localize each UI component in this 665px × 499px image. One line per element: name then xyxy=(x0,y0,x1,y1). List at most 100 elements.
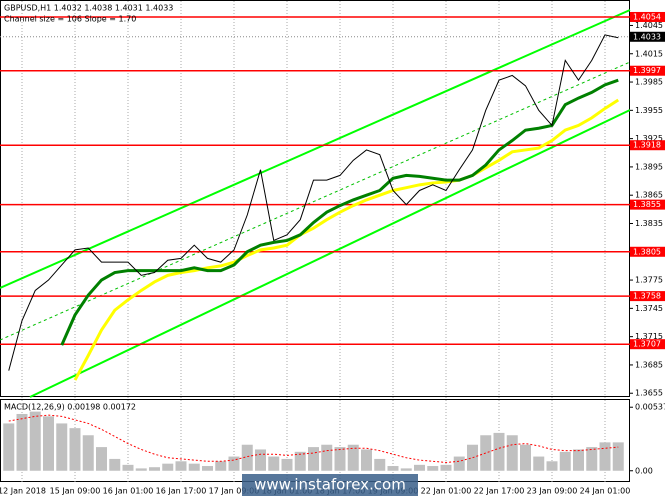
series-line xyxy=(8,34,619,371)
price-label: 1.4033 xyxy=(633,32,661,41)
x-tick-label: 17 Jan 09:00 xyxy=(209,487,260,496)
level-label: 1.3758 xyxy=(633,292,661,301)
price-panel xyxy=(0,0,630,397)
macd-bar xyxy=(202,466,213,471)
macd-bar xyxy=(400,468,412,471)
macd-bar xyxy=(520,444,531,471)
macd-bar xyxy=(69,428,81,471)
macd-bar xyxy=(533,456,545,471)
level-label-box xyxy=(630,339,665,350)
macd-signal xyxy=(8,414,619,463)
level-label: 1.3918 xyxy=(633,141,661,150)
channel-middle xyxy=(0,61,631,341)
macd-bar xyxy=(347,444,359,471)
macd-bar xyxy=(162,463,174,471)
macd-bar xyxy=(467,444,478,471)
x-tick-label: 24 Jan 01:00 xyxy=(580,487,631,496)
macd-bar xyxy=(321,444,333,471)
level-label: 1.3997 xyxy=(633,66,661,75)
macd-bar xyxy=(135,468,147,471)
series-line xyxy=(60,78,619,346)
level-label: 1.3805 xyxy=(633,247,661,256)
macd-bar xyxy=(228,456,240,471)
x-tick-label: 15 Jan 09:00 xyxy=(50,487,101,496)
macd-bar xyxy=(3,423,15,471)
macd-bar xyxy=(268,456,280,471)
macd-bar xyxy=(493,432,505,471)
y-tick-label: 1.3745 xyxy=(635,304,663,313)
level-label-box xyxy=(630,246,665,257)
macd-bar xyxy=(387,466,399,471)
x-tick-label: 23 Jan 09:00 xyxy=(527,487,578,496)
y-tick-label: 1.3685 xyxy=(635,360,663,369)
level-label-box xyxy=(630,291,665,302)
y-tick-label: 1.4045 xyxy=(635,21,663,30)
level-label: 1.3855 xyxy=(633,200,661,209)
macd-bar xyxy=(586,447,598,471)
x-tick-label: 22 Jan 17:00 xyxy=(474,487,525,496)
macd-bar xyxy=(559,451,571,471)
macd-bar xyxy=(109,458,121,471)
macd-bar xyxy=(122,464,134,471)
y-tick-label: 1.3985 xyxy=(635,78,663,87)
macd-bar xyxy=(241,444,253,471)
macd-bar xyxy=(82,435,94,471)
macd-bar xyxy=(427,466,439,471)
y-tick-label: 1.3715 xyxy=(635,332,663,341)
y-tick-label: 1.3775 xyxy=(635,276,663,285)
watermark-box xyxy=(242,474,418,496)
macd-bar xyxy=(573,449,584,471)
macd-bar xyxy=(215,461,227,471)
macd-bar xyxy=(334,447,346,471)
channel-lower xyxy=(29,109,631,398)
level-label: 1.4054 xyxy=(633,12,661,21)
macd-title: MACD(12,26,9) 0.00198 0.00172 xyxy=(4,403,136,412)
macd-bar xyxy=(29,411,41,471)
y-tick-label: 1.3925 xyxy=(635,134,663,143)
chart-title: GBPUSD,H1 1.4032 1.4038 1.4031 1.4033 xyxy=(4,4,173,13)
macd-bar xyxy=(96,447,107,471)
macd-bar xyxy=(255,449,266,471)
macd-bar xyxy=(308,447,319,471)
y-tick-label: 1.3865 xyxy=(635,191,663,200)
channel-upper xyxy=(0,9,631,289)
macd-bar xyxy=(599,442,611,471)
x-tick-label: 12 Jan 2018 xyxy=(0,487,46,496)
macd-bar xyxy=(440,464,452,471)
macd-bar xyxy=(546,461,558,471)
series-line xyxy=(73,98,620,381)
level-label-box xyxy=(630,65,665,76)
macd xyxy=(3,411,624,471)
macd-bar xyxy=(43,416,54,471)
macd-bar xyxy=(374,458,386,471)
macd-bar xyxy=(175,461,187,471)
macd-bar xyxy=(612,442,624,471)
macd-bar xyxy=(149,467,160,471)
plot xyxy=(0,16,630,381)
x-tick-label: 16 Jan 01:00 xyxy=(103,487,154,496)
level-label-box xyxy=(630,11,665,22)
macd-tick-label: 0.00 xyxy=(635,466,653,475)
macd-bar xyxy=(281,458,293,471)
level-label: 1.3707 xyxy=(633,340,661,349)
x-tick-label: 16 Jan 17:00 xyxy=(156,487,207,496)
x-tick-label: 22 Jan 01:00 xyxy=(421,487,472,496)
macd-bar xyxy=(361,449,372,471)
macd-bar xyxy=(506,435,518,471)
watermark: www.instaforex.com xyxy=(254,476,406,494)
axis: 1.3655 1.3685 1.3715 1.3745 1.3775 1.3805 1.38… xyxy=(0,11,665,496)
y-tick-label: 1.4015 xyxy=(635,49,663,58)
macd-bar xyxy=(188,463,200,471)
chart-subtitle: Channel size = 106 Slope = 1.70 xyxy=(4,15,136,24)
level-label-box xyxy=(630,140,665,151)
y-tick-label: 1.3955 xyxy=(635,106,663,115)
price-box xyxy=(630,31,665,42)
macd-tick-label: 0.00537 xyxy=(635,403,665,412)
macd-bar xyxy=(56,423,68,471)
macd-bar xyxy=(453,456,465,471)
y-tick-label: 1.3895 xyxy=(635,162,663,171)
macd-bar xyxy=(414,464,425,471)
y-tick-label: 1.3835 xyxy=(635,219,663,228)
level-label-box xyxy=(630,199,665,210)
